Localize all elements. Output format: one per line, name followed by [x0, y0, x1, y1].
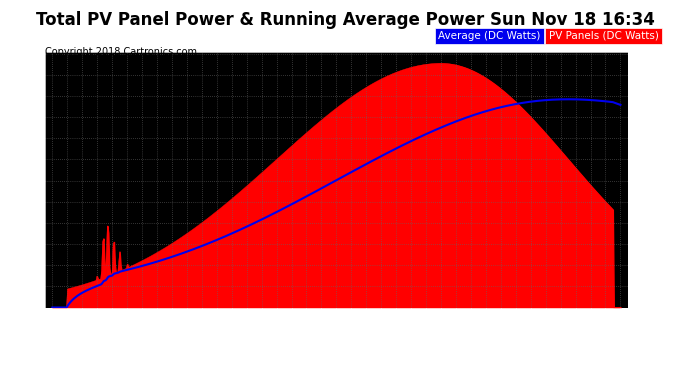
Text: PV Panels (DC Watts): PV Panels (DC Watts)	[549, 31, 658, 40]
Text: Total PV Panel Power & Running Average Power Sun Nov 18 16:34: Total PV Panel Power & Running Average P…	[36, 11, 654, 29]
Text: Average (DC Watts): Average (DC Watts)	[438, 31, 540, 40]
Text: Copyright 2018 Cartronics.com: Copyright 2018 Cartronics.com	[45, 47, 197, 57]
